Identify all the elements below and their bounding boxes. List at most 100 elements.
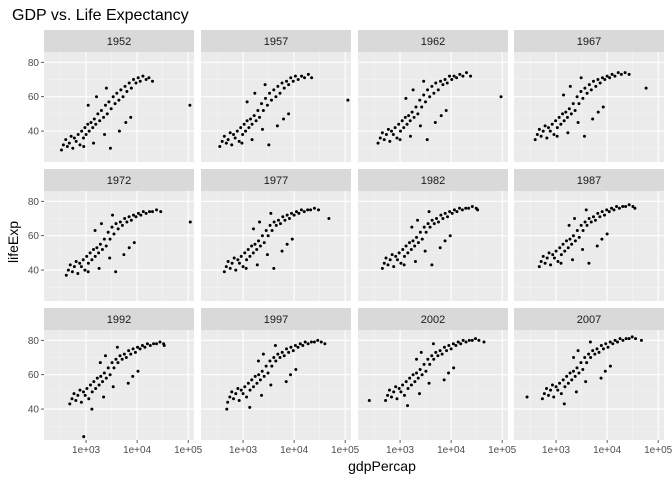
data-point bbox=[542, 392, 546, 396]
data-point bbox=[237, 139, 241, 143]
data-point bbox=[112, 366, 116, 370]
data-point bbox=[583, 86, 587, 90]
data-point bbox=[141, 210, 145, 214]
data-point bbox=[545, 256, 549, 260]
data-point bbox=[117, 98, 121, 102]
data-point bbox=[568, 84, 572, 88]
data-point bbox=[252, 114, 256, 118]
facet-strip bbox=[358, 30, 508, 52]
data-point bbox=[280, 350, 284, 354]
data-point bbox=[224, 265, 228, 269]
data-point bbox=[159, 210, 163, 214]
data-point bbox=[380, 131, 384, 135]
data-point bbox=[393, 126, 397, 130]
y-axis-title: lifeExp bbox=[5, 221, 21, 263]
data-point bbox=[591, 79, 595, 83]
data-point bbox=[418, 368, 422, 372]
data-point bbox=[588, 340, 592, 344]
data-point bbox=[76, 272, 80, 275]
data-point bbox=[404, 96, 408, 100]
data-point bbox=[319, 340, 323, 344]
data-point bbox=[90, 390, 94, 394]
data-point bbox=[587, 83, 591, 87]
data-point bbox=[388, 139, 392, 143]
data-point bbox=[110, 361, 114, 365]
data-point bbox=[86, 103, 90, 107]
data-point bbox=[397, 386, 401, 390]
data-point bbox=[126, 381, 130, 385]
data-point bbox=[549, 263, 553, 267]
data-point bbox=[452, 208, 456, 212]
data-point bbox=[121, 95, 125, 99]
data-point bbox=[434, 350, 438, 354]
data-point bbox=[477, 338, 481, 342]
data-point bbox=[251, 251, 255, 255]
data-point bbox=[438, 349, 442, 353]
data-point bbox=[98, 242, 102, 246]
data-point bbox=[399, 129, 403, 133]
data-point bbox=[394, 385, 398, 389]
data-point bbox=[144, 78, 148, 81]
data-point bbox=[405, 122, 409, 126]
data-point bbox=[299, 208, 303, 212]
data-point bbox=[390, 253, 394, 257]
data-point bbox=[143, 345, 147, 349]
data-point bbox=[138, 347, 142, 351]
data-point bbox=[243, 385, 247, 389]
data-point bbox=[270, 364, 274, 368]
data-point bbox=[562, 402, 566, 406]
data-point bbox=[552, 133, 556, 136]
data-point bbox=[446, 215, 450, 219]
data-point bbox=[581, 229, 585, 233]
data-point bbox=[81, 136, 85, 140]
data-point bbox=[397, 251, 401, 255]
data-point bbox=[619, 72, 623, 76]
data-point bbox=[408, 134, 412, 138]
data-point bbox=[575, 366, 579, 370]
data-point bbox=[107, 100, 111, 104]
data-point bbox=[603, 369, 607, 373]
data-point bbox=[416, 218, 420, 222]
data-point bbox=[455, 210, 459, 214]
data-point bbox=[585, 223, 589, 227]
facet-panel-1957: 1957 bbox=[201, 30, 351, 162]
data-point bbox=[568, 237, 572, 241]
data-point bbox=[416, 376, 420, 380]
data-point bbox=[103, 103, 107, 107]
data-point bbox=[226, 138, 230, 142]
data-point bbox=[467, 206, 471, 210]
data-point bbox=[575, 95, 579, 99]
data-point bbox=[600, 237, 604, 241]
data-point bbox=[623, 71, 627, 75]
data-point bbox=[78, 388, 82, 392]
data-point bbox=[388, 258, 392, 262]
data-point bbox=[386, 263, 390, 267]
data-point bbox=[59, 148, 63, 152]
data-point bbox=[557, 115, 561, 119]
data-point bbox=[281, 215, 285, 219]
data-point bbox=[430, 263, 434, 267]
data-point bbox=[450, 211, 454, 215]
data-point bbox=[439, 114, 443, 118]
data-point bbox=[428, 362, 432, 366]
data-point bbox=[552, 256, 556, 260]
data-point bbox=[408, 376, 412, 380]
data-point bbox=[540, 397, 544, 401]
data-point bbox=[104, 244, 108, 248]
data-point bbox=[122, 253, 126, 257]
data-point bbox=[543, 261, 547, 265]
y-tick-label: 60 bbox=[28, 370, 40, 381]
data-point bbox=[608, 76, 612, 80]
data-point bbox=[118, 220, 122, 224]
data-point bbox=[571, 369, 575, 373]
x-tick-label: 1e+05 bbox=[174, 445, 203, 456]
data-point bbox=[101, 380, 105, 384]
data-point bbox=[546, 393, 550, 397]
data-point bbox=[272, 266, 276, 270]
data-point bbox=[382, 138, 386, 142]
data-point bbox=[291, 349, 295, 353]
data-point bbox=[424, 230, 428, 234]
data-point bbox=[152, 342, 156, 346]
data-point bbox=[402, 126, 406, 130]
data-point bbox=[270, 229, 274, 233]
